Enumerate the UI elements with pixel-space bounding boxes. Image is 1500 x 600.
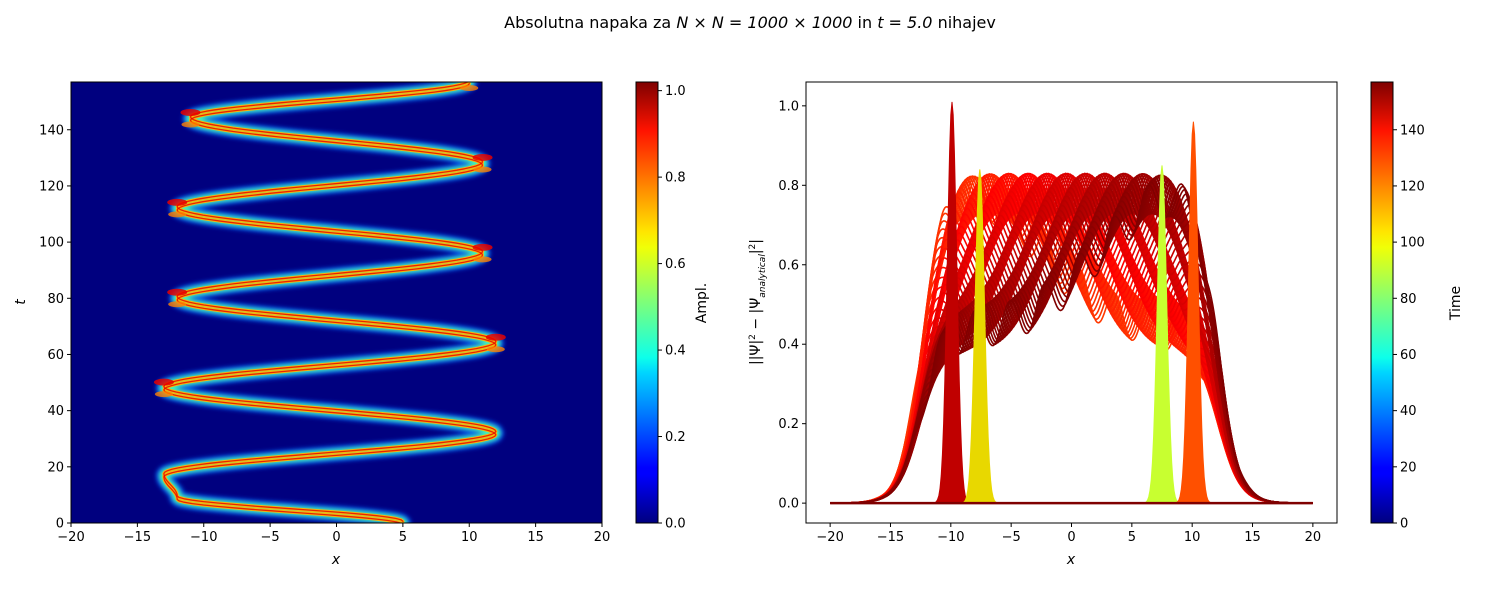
cb2-tick-label: 140: [1400, 123, 1425, 138]
left-x-label: x: [331, 552, 341, 568]
right-y-tick-label: 0.8: [778, 179, 799, 194]
heatmap-hotspot: [459, 73, 479, 80]
heatmap-hotspot: [485, 333, 506, 341]
cb1-tick-label: 1.0: [665, 84, 686, 99]
heatmap-hotspot: [460, 85, 479, 91]
heatmap-hotspot: [168, 211, 187, 218]
left-colorbar-ticks: 0.0 0.2 0.4 0.6 0.8 1.0: [658, 84, 686, 532]
right-y-tick-label: 0.2: [778, 417, 799, 432]
left-colorbar: 0.0 0.2 0.4 0.6 0.8 1.0 Ampl.: [635, 81, 710, 532]
cb1-tick-label: 0.2: [665, 430, 686, 445]
right-x-tick-label: −10: [937, 530, 964, 545]
heatmap-traces: [153, 73, 506, 523]
left-colorbar-label: Ampl.: [694, 283, 710, 323]
line-panel: −20 −15 −10 −5 0 5 10 15 20 0.0 0.2 0.4 0.6 0.8 1.0 x…: [748, 81, 1338, 568]
right-colorbar: 0 20 40 60 80 100 120 140 Time: [1370, 81, 1464, 532]
left-y-ticks: 0 20 40 60 80 100 120 140: [39, 123, 71, 532]
line-panel-background: [806, 82, 1337, 523]
cb1-tick-label: 0.0: [665, 517, 686, 532]
left-colorbar-gradient: [635, 81, 659, 524]
right-colorbar-gradient: [1370, 81, 1394, 524]
line-series-group: [830, 101, 1313, 505]
left-x-tick-label: −5: [261, 530, 280, 545]
cb1-tick-label: 0.4: [665, 344, 686, 359]
left-x-tick-label: −20: [57, 530, 84, 545]
right-x-label: x: [1066, 552, 1076, 568]
cb2-tick-label: 20: [1400, 460, 1417, 475]
right-x-tick-label: 15: [1244, 530, 1261, 545]
right-x-tick-label: −15: [877, 530, 904, 545]
left-y-tick-label: 140: [39, 123, 64, 138]
left-y-tick-label: 0: [56, 517, 64, 532]
right-x-tick-label: 5: [1128, 530, 1136, 545]
right-colorbar-label: Time: [1448, 286, 1464, 321]
left-x-tick-label: 10: [461, 530, 478, 545]
left-y-tick-label: 60: [47, 348, 64, 363]
left-x-tick-label: 0: [332, 530, 340, 545]
heatmap-hotspot: [154, 391, 173, 398]
cb2-tick-label: 100: [1400, 236, 1425, 251]
heatmap-hotspot: [486, 346, 505, 353]
right-x-tick-label: 0: [1067, 530, 1075, 545]
right-x-tick-label: 10: [1184, 530, 1201, 545]
heatmap-hotspot: [167, 198, 188, 206]
cb1-tick-label: 0.8: [665, 171, 686, 186]
cb2-tick-label: 40: [1400, 404, 1417, 419]
heatmap-trace: [163, 82, 497, 522]
heatmap-hotspot: [181, 121, 200, 128]
left-y-tick-label: 120: [39, 179, 64, 194]
left-x-tick-label: 15: [527, 530, 544, 545]
heatmap-hotspot: [153, 378, 174, 386]
right-x-tick-label: 20: [1305, 530, 1322, 545]
heatmap-hotspot: [472, 243, 493, 251]
figure-title: Absolutna napaka za N × N = 1000 × 1000 …: [504, 13, 996, 32]
cb2-tick-label: 80: [1400, 292, 1417, 307]
left-y-tick-label: 100: [39, 236, 64, 251]
right-x-tick-label: −5: [1002, 530, 1021, 545]
heatmap-hotspot: [168, 301, 187, 308]
left-y-tick-label: 80: [47, 292, 64, 307]
left-x-tick-label: 5: [399, 530, 407, 545]
heatmap-hotspot: [472, 153, 493, 161]
cb2-tick-label: 0: [1400, 517, 1408, 532]
heatmap-hotspot: [473, 256, 492, 263]
right-y-label: ||Ψ|2 − |Ψanalytical|2|: [748, 239, 768, 365]
left-x-ticks: −20 −15 −10 −5 0 5 10 15 20: [57, 523, 610, 545]
right-y-tick-label: 1.0: [778, 99, 799, 114]
cb2-tick-label: 60: [1400, 348, 1417, 363]
heatmap-hotspot: [473, 166, 492, 173]
time-series-line: [830, 183, 1313, 504]
left-x-tick-label: −10: [190, 530, 217, 545]
left-x-tick-label: 20: [594, 530, 611, 545]
heatmap-hotspot: [167, 288, 188, 296]
right-x-ticks: −20 −15 −10 −5 0 5 10 15 20: [816, 523, 1321, 545]
right-y-tick-label: 0.4: [778, 338, 799, 353]
left-y-tick-label: 20: [47, 460, 64, 475]
left-y-label: t: [13, 299, 29, 305]
heatmap-hotspot: [180, 109, 201, 117]
right-y-tick-label: 0.6: [778, 258, 799, 273]
right-x-tick-label: −20: [816, 530, 843, 545]
right-y-tick-label: 0.0: [778, 497, 799, 512]
right-y-ticks: 0.0 0.2 0.4 0.6 0.8 1.0: [778, 99, 806, 512]
left-y-tick-label: 40: [47, 404, 64, 419]
cb1-tick-label: 0.6: [665, 257, 686, 272]
right-colorbar-ticks: 0 20 40 60 80 100 120 140: [1393, 123, 1425, 532]
left-x-tick-label: −15: [124, 530, 151, 545]
cb2-tick-label: 120: [1400, 179, 1425, 194]
heatmap-panel: −20 −15 −10 −5 0 5 10 15 20 0 20 40 60 80 100 120 140 x…: [13, 73, 610, 568]
